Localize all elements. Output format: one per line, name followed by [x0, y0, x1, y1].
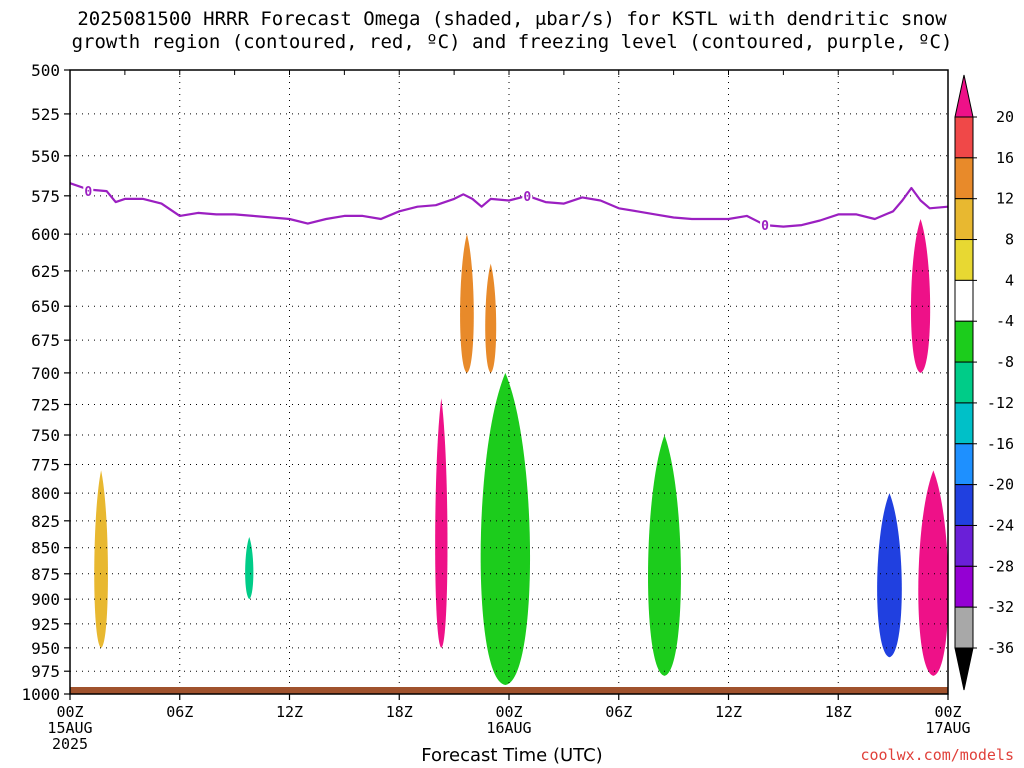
colorbar-label: 8: [1005, 231, 1014, 249]
colorbar-label: 16: [996, 149, 1014, 167]
freezing-level-label-bg: [83, 184, 94, 199]
colorbar-label: -20: [987, 476, 1014, 494]
x-tick-label: 00Z: [934, 703, 961, 721]
x-tick-label: 15AUG: [47, 719, 92, 737]
x-axis-title: Forecast Time (UTC): [421, 745, 603, 766]
omega-region: [877, 493, 902, 658]
x-tick-label: 12Z: [276, 703, 303, 721]
x-tick-label: 16AUG: [486, 719, 531, 737]
x-tick-label: 06Z: [605, 703, 632, 721]
y-tick-label: 875: [31, 565, 60, 584]
x-tick-label: 18Z: [386, 703, 413, 721]
y-tick-label: 925: [31, 615, 60, 634]
colorbar-box: [954, 279, 974, 322]
omega-region: [910, 219, 931, 373]
colorbar-min-arrow: [954, 647, 974, 691]
credit-text: coolwx.com/models: [860, 746, 1014, 764]
omega-region: [648, 435, 681, 676]
x-tick-label: 17AUG: [925, 719, 970, 737]
y-tick-label: 775: [31, 456, 60, 475]
colorbar-label: -32: [987, 598, 1014, 616]
freezing-level-label: 0: [523, 190, 531, 205]
colorbar-box: [954, 239, 974, 281]
omega-region: [480, 372, 531, 685]
y-tick-label: 800: [31, 484, 60, 503]
y-axis: 500 525 550 575 600 625 650 675 700 725 750 775 800 8…: [21, 61, 70, 704]
y-tick-label: 600: [31, 225, 60, 244]
omega-region: [460, 234, 474, 373]
y-tick-label: 850: [31, 539, 60, 558]
colorbar-label: -24: [987, 516, 1014, 534]
x-tick-label: 18Z: [825, 703, 852, 721]
y-tick-label: 575: [31, 187, 60, 206]
colorbar-box: [954, 157, 974, 200]
omega-region: [245, 537, 254, 600]
colorbar-box: [954, 320, 974, 363]
y-tick-label: 525: [31, 105, 60, 124]
chart-title: 2025081500 HRRR Forecast Omega (shaded, …: [0, 8, 1024, 54]
x-tick-label: 00Z: [56, 703, 83, 721]
colorbar-label: -4: [996, 312, 1014, 330]
y-tick-label: 550: [31, 147, 60, 166]
colorbar-label: -28: [987, 557, 1014, 575]
colorbar-box: [954, 443, 974, 486]
y-tick-label: 500: [31, 61, 60, 80]
colorbar-label: 20: [996, 108, 1014, 126]
y-tick-label: 975: [31, 662, 60, 681]
freezing-level-label: 0: [761, 219, 769, 234]
y-tick-label: 1000: [21, 685, 60, 704]
freezing-level-label-bg: [760, 218, 771, 233]
colorbar-box: [954, 484, 974, 526]
freezing-level-label: 0: [84, 185, 92, 200]
freezing-level-line: [70, 182, 948, 228]
omega-region: [94, 470, 108, 648]
colorbar-label: 12: [996, 190, 1014, 208]
ground-surface: [70, 687, 948, 694]
colorbar-box: [954, 198, 974, 241]
y-tick-label: 700: [31, 364, 60, 383]
omega-region: [918, 470, 948, 676]
omega-shading: [94, 219, 948, 685]
colorbar-box: [954, 116, 974, 159]
colorbar-box: [954, 402, 974, 445]
y-tick-label: 625: [31, 262, 60, 281]
y-tick-label: 650: [31, 297, 60, 316]
ground-bar: [70, 687, 948, 694]
colorbar-box: [954, 606, 974, 649]
y-tick-label: 900: [31, 590, 60, 609]
title-line-1: 2025081500 HRRR Forecast Omega (shaded, …: [77, 8, 947, 30]
colorbar-label: -12: [987, 394, 1014, 412]
x-tick-label: 00Z: [495, 703, 522, 721]
y-tick-label: 675: [31, 331, 60, 350]
omega-region: [435, 398, 448, 648]
y-tick-label: 725: [31, 395, 60, 414]
colorbar-label: -8: [996, 353, 1014, 371]
freezing-level-contour: 0 0 0: [70, 182, 948, 234]
x-tick-label: 06Z: [166, 703, 193, 721]
x-tick-label: 12Z: [715, 703, 742, 721]
colorbar-box: [954, 524, 974, 567]
y-tick-label: 750: [31, 426, 60, 445]
colorbar-label: -36: [987, 639, 1014, 657]
colorbar-label: 4: [1005, 271, 1014, 289]
colorbar: 20 16 12 8 4 -4 -8 -12 -16 -20 -24 -28 -32 -36: [954, 74, 1014, 691]
freezing-level-label-bg: [522, 188, 533, 203]
colorbar-max-arrow: [954, 74, 974, 118]
title-line-2: growth region (contoured, red, ºC) and f…: [71, 31, 953, 53]
y-tick-label: 950: [31, 639, 60, 658]
colorbar-box: [954, 565, 974, 608]
colorbar-box: [954, 361, 974, 404]
colorbar-label: -16: [987, 435, 1014, 453]
y-tick-label: 825: [31, 512, 60, 531]
omega-region: [485, 263, 497, 373]
x-tick-label: 2025: [52, 735, 88, 753]
